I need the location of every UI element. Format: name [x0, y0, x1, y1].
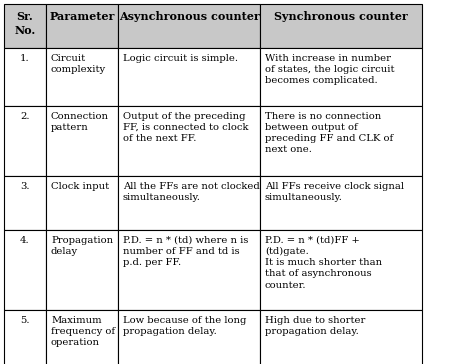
Text: All FFs receive clock signal
simultaneously.: All FFs receive clock signal simultaneou…: [265, 182, 404, 202]
Bar: [118, 310, 260, 364]
Bar: [260, 230, 422, 310]
Bar: [118, 230, 260, 310]
Bar: [260, 310, 422, 364]
Bar: [4, 310, 46, 364]
Text: 4.: 4.: [20, 236, 30, 245]
Bar: [46, 310, 118, 364]
Text: With increase in number
of states, the logic circuit
becomes complicated.: With increase in number of states, the l…: [265, 54, 394, 85]
Text: Output of the preceding
FF, is connected to clock
of the next FF.: Output of the preceding FF, is connected…: [123, 112, 248, 143]
Text: P.D. = n * (td) where n is
number of FF and td is
p.d. per FF.: P.D. = n * (td) where n is number of FF …: [123, 236, 248, 267]
Bar: [46, 48, 118, 106]
Bar: [46, 176, 118, 230]
Text: Sr.
No.: Sr. No.: [14, 11, 36, 36]
Text: 1.: 1.: [20, 54, 30, 63]
Bar: [4, 48, 46, 106]
Text: 3.: 3.: [20, 182, 30, 191]
Bar: [118, 106, 260, 176]
Text: Parameter: Parameter: [49, 11, 115, 22]
Bar: [260, 4, 422, 48]
Bar: [46, 4, 118, 48]
Text: Asynchronous counter: Asynchronous counter: [118, 11, 259, 22]
Bar: [46, 230, 118, 310]
Bar: [260, 48, 422, 106]
Text: Logic circuit is simple.: Logic circuit is simple.: [123, 54, 238, 63]
Bar: [46, 106, 118, 176]
Text: Circuit
complexity: Circuit complexity: [51, 54, 106, 74]
Text: There is no connection
between output of
preceding FF and CLK of
next one.: There is no connection between output of…: [265, 112, 393, 154]
Bar: [4, 176, 46, 230]
Bar: [118, 4, 260, 48]
Text: P.D. = n * (td)FF +
(td)gate.
It is much shorter than
that of asynchronous
count: P.D. = n * (td)FF + (td)gate. It is much…: [265, 236, 382, 290]
Bar: [4, 230, 46, 310]
Text: Clock input: Clock input: [51, 182, 109, 191]
Text: Maximum
frequency of
operation: Maximum frequency of operation: [51, 316, 115, 347]
Bar: [118, 48, 260, 106]
Text: High due to shorter
propagation delay.: High due to shorter propagation delay.: [265, 316, 365, 336]
Text: Low because of the long
propagation delay.: Low because of the long propagation dela…: [123, 316, 246, 336]
Bar: [260, 176, 422, 230]
Text: Propagation
delay: Propagation delay: [51, 236, 113, 256]
Text: Connection
pattern: Connection pattern: [51, 112, 109, 132]
Bar: [4, 4, 46, 48]
Bar: [118, 176, 260, 230]
Bar: [260, 106, 422, 176]
Text: All the FFs are not clocked
simultaneously.: All the FFs are not clocked simultaneous…: [123, 182, 260, 202]
Text: 5.: 5.: [20, 316, 30, 325]
Text: Synchronous counter: Synchronous counter: [274, 11, 408, 22]
Text: 2.: 2.: [20, 112, 30, 121]
Bar: [4, 106, 46, 176]
